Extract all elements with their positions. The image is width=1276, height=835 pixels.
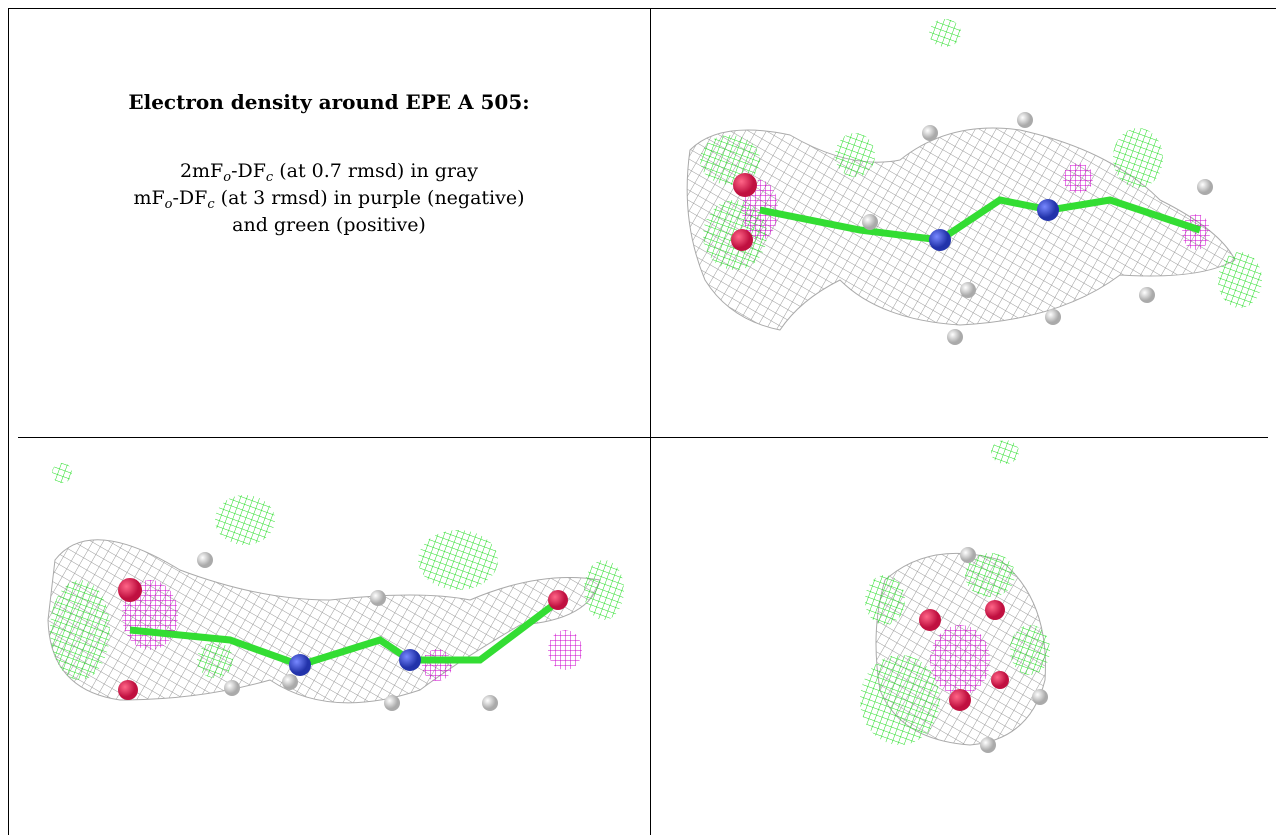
subscript: o (223, 170, 231, 185)
page: Electron density around EPE A 505: 2mFo-… (0, 0, 1276, 835)
text: 2mF (180, 160, 223, 182)
text: -DF (173, 187, 208, 209)
text: -DF (231, 160, 266, 182)
caption-line: 2mFo-DFc (at 0.7 rmsd) in gray (10, 158, 648, 185)
density-view-bottom-left (48, 463, 624, 711)
subscript: c (207, 197, 214, 212)
text: mF (133, 187, 164, 209)
caption-line: mFo-DFc (at 3 rmsd) in purple (negative) (10, 185, 648, 212)
caption: Electron density around EPE A 505: 2mFo-… (10, 90, 648, 239)
density-view-top (687, 19, 1262, 345)
text: and green (positive) (232, 214, 426, 236)
caption-line: and green (positive) (10, 212, 648, 239)
text: (at 3 rmsd) in purple (negative) (215, 187, 525, 209)
caption-title: Electron density around EPE A 505: (10, 90, 648, 114)
subscript: o (165, 197, 173, 212)
text: (at 0.7 rmsd) in gray (273, 160, 478, 182)
density-view-bottom-right (860, 440, 1050, 753)
